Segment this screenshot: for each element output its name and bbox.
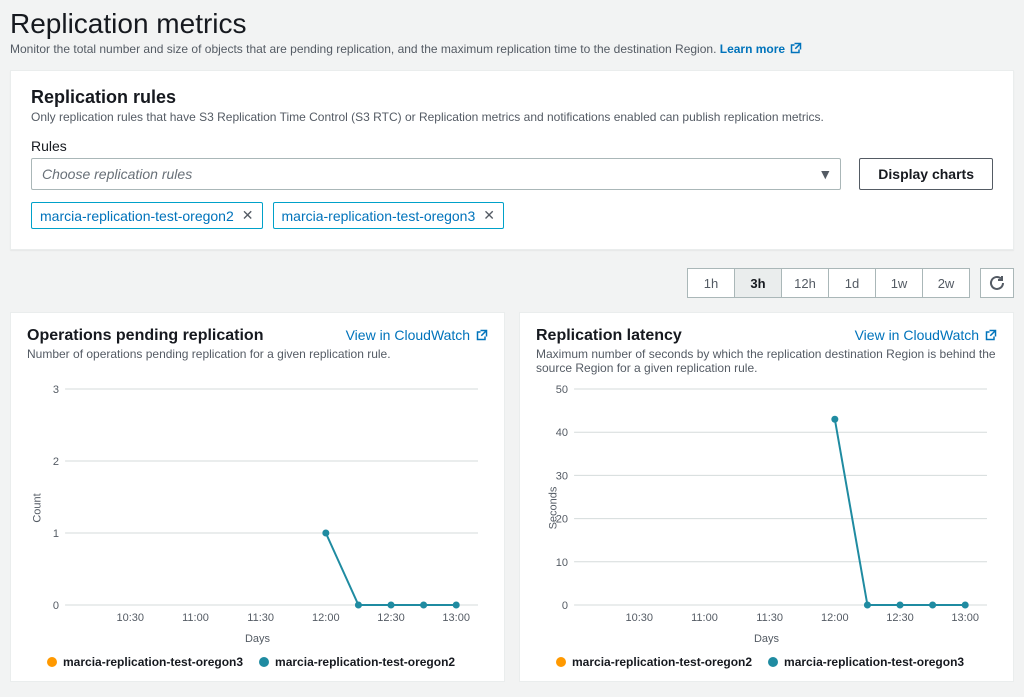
range-1h[interactable]: 1h	[687, 268, 735, 298]
rule-chip[interactable]: marcia-replication-test-oregon3 ✕	[273, 202, 505, 229]
chart2-cloudwatch-link[interactable]: View in CloudWatch	[855, 327, 997, 343]
chart2-xlabel: Days	[536, 633, 997, 645]
selected-rules-chips: marcia-replication-test-oregon2✕marcia-r…	[31, 202, 993, 229]
legend-dot-icon	[768, 657, 778, 667]
refresh-icon	[989, 275, 1005, 291]
legend-item: marcia-replication-test-oregon3	[768, 655, 964, 669]
svg-text:30: 30	[556, 470, 568, 482]
svg-text:11:00: 11:00	[182, 612, 209, 624]
chart2-legend: marcia-replication-test-oregon2 marcia-re…	[536, 655, 997, 669]
svg-text:13:00: 13:00	[951, 612, 979, 624]
chart1-cloudwatch-link[interactable]: View in CloudWatch	[346, 327, 488, 343]
legend-item: marcia-replication-test-oregon2	[556, 655, 752, 669]
page-subtitle: Monitor the total number and size of obj…	[10, 42, 1014, 56]
external-link-icon	[790, 42, 802, 54]
svg-text:3: 3	[53, 384, 59, 396]
time-range-toolbar: 1h3h12h1d1w2w	[10, 268, 1014, 298]
rules-select-placeholder: Choose replication rules	[42, 166, 192, 182]
close-icon[interactable]: ✕	[483, 207, 495, 224]
legend-dot-icon	[556, 657, 566, 667]
legend-label: marcia-replication-test-oregon3	[63, 655, 243, 669]
close-icon[interactable]: ✕	[242, 207, 254, 224]
range-2w[interactable]: 2w	[922, 268, 970, 298]
learn-more-link[interactable]: Learn more	[720, 42, 803, 56]
legend-label: marcia-replication-test-oregon3	[784, 655, 964, 669]
charts-row: Operations pending replication View in C…	[10, 312, 1014, 682]
rules-panel-title: Replication rules	[31, 87, 993, 108]
svg-text:10:30: 10:30	[116, 612, 144, 624]
page-title: Replication metrics	[10, 8, 1014, 40]
caret-down-icon: ▼	[818, 166, 832, 182]
chart1-plot: Count 0 1 2 3 10:30 11:00 11:30 12:00 12:30 13:00	[27, 383, 488, 633]
chart2-cw-label: View in CloudWatch	[855, 327, 980, 343]
chart-replication-latency: Replication latency View in CloudWatch M…	[519, 312, 1014, 682]
rules-label: Rules	[31, 138, 993, 154]
range-1d[interactable]: 1d	[828, 268, 876, 298]
external-link-icon	[985, 329, 997, 341]
chart1-subtitle: Number of operations pending replication…	[27, 347, 488, 375]
svg-text:10:30: 10:30	[625, 612, 653, 624]
chart1-cw-label: View in CloudWatch	[346, 327, 471, 343]
chip-label: marcia-replication-test-oregon3	[282, 208, 476, 224]
svg-text:11:00: 11:00	[691, 612, 718, 624]
svg-text:2: 2	[53, 456, 59, 468]
svg-text:11:30: 11:30	[756, 612, 783, 624]
legend-label: marcia-replication-test-oregon2	[572, 655, 752, 669]
svg-text:50: 50	[556, 384, 568, 396]
svg-text:12:30: 12:30	[377, 612, 405, 624]
legend-item: marcia-replication-test-oregon3	[47, 655, 243, 669]
display-charts-button[interactable]: Display charts	[859, 158, 993, 190]
chart2-title: Replication latency	[536, 327, 682, 345]
rules-panel-subtitle: Only replication rules that have S3 Repl…	[31, 110, 993, 124]
learn-more-label: Learn more	[720, 42, 785, 56]
range-12h[interactable]: 12h	[781, 268, 829, 298]
chart1-xlabel: Days	[27, 633, 488, 645]
svg-text:12:30: 12:30	[886, 612, 914, 624]
svg-text:40: 40	[556, 427, 568, 439]
rule-chip[interactable]: marcia-replication-test-oregon2 ✕	[31, 202, 263, 229]
chip-label: marcia-replication-test-oregon2	[40, 208, 234, 224]
legend-label: marcia-replication-test-oregon2	[275, 655, 455, 669]
chart1-title: Operations pending replication	[27, 327, 263, 345]
legend-item: marcia-replication-test-oregon2	[259, 655, 455, 669]
svg-text:1: 1	[53, 528, 59, 540]
svg-text:0: 0	[53, 600, 59, 612]
chart1-ylabel: Count	[32, 493, 44, 522]
svg-text:13:00: 13:00	[442, 612, 470, 624]
legend-dot-icon	[47, 657, 57, 667]
svg-text:12:00: 12:00	[312, 612, 340, 624]
time-range-segment: 1h3h12h1d1w2w	[687, 268, 970, 298]
svg-text:10: 10	[556, 557, 568, 569]
chart-operations-pending: Operations pending replication View in C…	[10, 312, 505, 682]
chart2-ylabel: Seconds	[547, 487, 559, 530]
page-subtitle-text: Monitor the total number and size of obj…	[10, 42, 716, 56]
refresh-button[interactable]	[980, 268, 1014, 298]
chart2-plot: Seconds 0102030405010:3011:0011:3012:001…	[536, 383, 997, 633]
chart2-subtitle: Maximum number of seconds by which the r…	[536, 347, 997, 375]
chart1-legend: marcia-replication-test-oregon3 marcia-re…	[27, 655, 488, 669]
svg-text:0: 0	[562, 600, 568, 612]
range-3h[interactable]: 3h	[734, 268, 782, 298]
svg-text:12:00: 12:00	[821, 612, 849, 624]
external-link-icon	[476, 329, 488, 341]
range-1w[interactable]: 1w	[875, 268, 923, 298]
legend-dot-icon	[259, 657, 269, 667]
replication-rules-panel: Replication rules Only replication rules…	[10, 70, 1014, 250]
rules-select[interactable]: Choose replication rules ▼	[31, 158, 841, 190]
svg-text:11:30: 11:30	[247, 612, 274, 624]
